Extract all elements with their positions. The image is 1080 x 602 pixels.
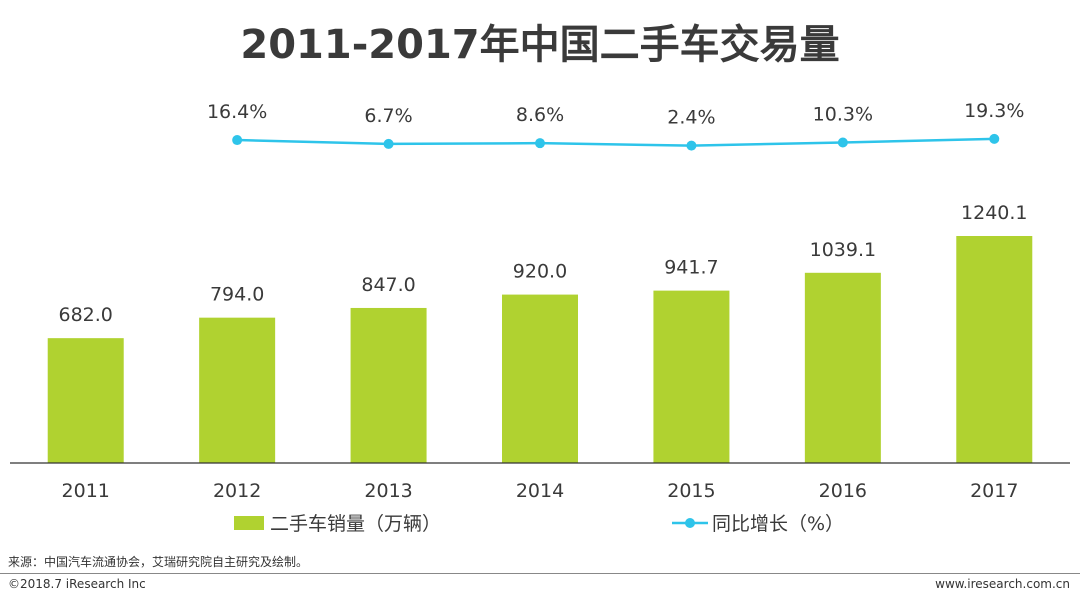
bar-2011 xyxy=(47,338,124,463)
growth-line xyxy=(237,137,995,147)
x-tick-label: 2017 xyxy=(970,480,1018,502)
growth-point-2017 xyxy=(989,133,1000,144)
x-tick-label: 2015 xyxy=(667,480,715,502)
growth-point-2016 xyxy=(837,137,848,148)
bar-value-label: 794.0 xyxy=(210,284,264,306)
x-tick-label: 2013 xyxy=(364,480,412,502)
legend-line-marker xyxy=(685,518,695,528)
bar-2017 xyxy=(956,236,1033,463)
x-tick-label: 2011 xyxy=(62,480,110,502)
bar-2012 xyxy=(199,317,276,463)
growth-point-2013 xyxy=(383,138,394,149)
bar-2014 xyxy=(502,294,578,463)
chart: 682.0 794.0 847.0 920.0 941.7 1039.1 1240.1 201… xyxy=(10,100,1070,535)
growth-value-label: 8.6% xyxy=(516,104,564,126)
bar-2016 xyxy=(804,272,881,463)
growth-value-label: 10.3% xyxy=(813,103,873,125)
growth-value-label: 16.4% xyxy=(207,101,267,123)
bar-value-label: 941.7 xyxy=(664,257,718,279)
bar-2015 xyxy=(653,290,730,463)
legend-bar-swatch xyxy=(234,516,264,530)
growth-point-2015 xyxy=(686,140,697,151)
legend-line-label: 同比增长（%） xyxy=(712,513,844,535)
bar-2013 xyxy=(350,307,427,463)
legend-bar-label: 二手车销量（万辆） xyxy=(270,513,441,535)
website: www.iresearch.com.cn xyxy=(935,577,1070,591)
bar-value-label: 1039.1 xyxy=(810,239,876,261)
growth-value-label: 6.7% xyxy=(364,105,412,127)
bar-value-label: 682.0 xyxy=(59,304,113,326)
x-tick-label: 2016 xyxy=(819,480,867,502)
chart-title: 2011-2017年中国二手车交易量 xyxy=(240,22,840,68)
growth-value-label: 2.4% xyxy=(667,107,715,129)
growth-value-label: 19.3% xyxy=(964,100,1024,122)
footer-divider xyxy=(0,573,1080,574)
copyright: ©2018.7 iResearch Inc xyxy=(8,577,146,591)
bar-value-label: 1240.1 xyxy=(961,202,1027,224)
source-note: 来源：中国汽车流通协会，艾瑞研究院自主研究及绘制。 xyxy=(8,555,309,569)
bar-value-label: 847.0 xyxy=(361,274,415,296)
growth-point-2012 xyxy=(232,135,243,146)
bar-value-label: 920.0 xyxy=(513,261,567,283)
growth-point-2014 xyxy=(535,138,545,149)
x-tick-label: 2012 xyxy=(213,480,261,502)
x-tick-label: 2014 xyxy=(516,480,564,502)
